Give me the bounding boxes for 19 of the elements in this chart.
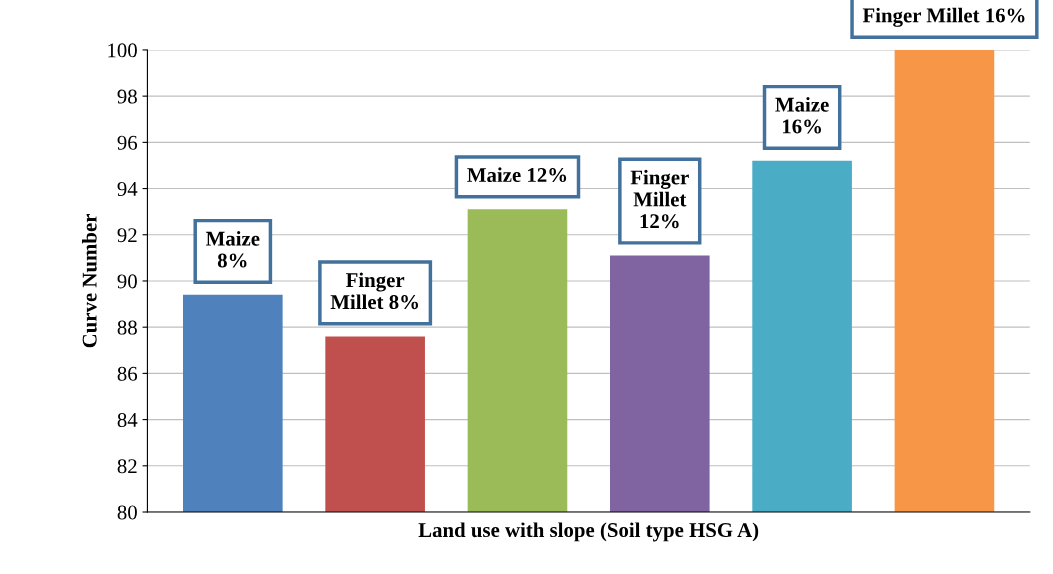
y-tick-label: 98 (117, 89, 137, 104)
y-tick-label: 100 (108, 43, 137, 58)
annotation: Maize 8% (205, 231, 260, 268)
annotation: Maize 16% (775, 97, 829, 134)
y-tick-label: 86 (117, 366, 138, 381)
annotation: Maize 12% (467, 167, 567, 183)
y-tick-label: 94 (117, 181, 138, 196)
y-tick-label: 84 (117, 412, 138, 428)
y-tick-label: 92 (117, 228, 137, 243)
y-tick-label: 80 (117, 505, 137, 520)
y-tick-label: 88 (117, 320, 137, 335)
y-tick-label: 90 (117, 274, 137, 289)
x-axis-title: Land use with slope (Soil type HSG A) (418, 522, 759, 542)
y-axis-title: Curve Number (82, 214, 97, 348)
annotation: Finger Millet 12% (630, 169, 689, 229)
annotation: Finger Millet 8% (330, 272, 419, 310)
text: Finger Millet 16% (862, 7, 1025, 27)
y-tick-label: 82 (117, 459, 137, 474)
y-tick-label: 96 (117, 135, 138, 150)
